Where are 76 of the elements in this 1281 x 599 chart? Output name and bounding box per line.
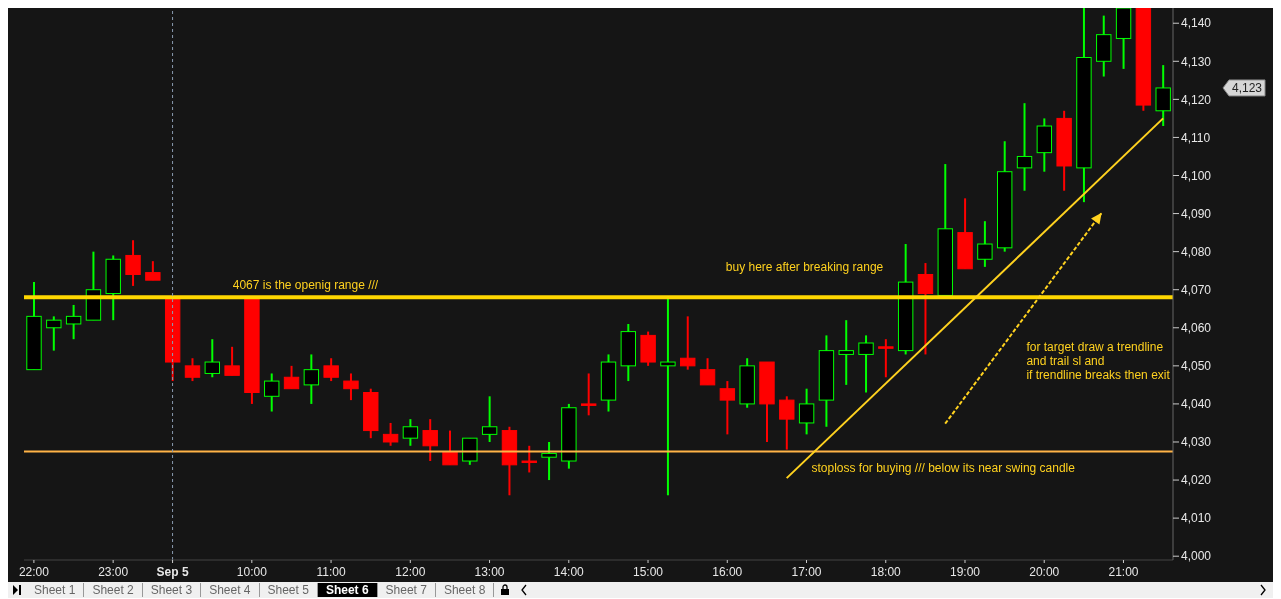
candlestick	[184, 357, 201, 383]
y-tick-label: 4,050	[1181, 359, 1212, 374]
candlestick	[343, 372, 359, 402]
candlestick	[402, 418, 419, 447]
x-tick-label: 18:00	[870, 565, 902, 579]
candlestick	[224, 345, 240, 377]
candlestick	[204, 338, 220, 379]
candlestick	[462, 437, 478, 466]
text: Sheet 3	[142, 583, 202, 597]
x-tick-label: 17:00	[791, 565, 822, 579]
candlestick	[699, 357, 716, 386]
text: Sheet 2	[84, 583, 143, 597]
y-tick-label: 4,000	[1181, 549, 1212, 564]
candlestick	[46, 315, 62, 352]
x-tick-label: 10:00	[236, 565, 268, 579]
candlestick	[858, 334, 874, 394]
x-tick-label: 19:00	[949, 565, 981, 579]
candlestick	[660, 296, 676, 497]
y-tick-label: 4,130	[1181, 54, 1212, 69]
candlestick	[917, 262, 934, 356]
x-tick-label: 12:00	[395, 565, 426, 579]
x-tick-label: 20:00	[1029, 565, 1060, 579]
x-tick-label: 15:00	[633, 565, 664, 579]
x-tick-label: 11:00	[316, 565, 346, 579]
y-tick-label: 4,060	[1181, 321, 1212, 336]
y-tick-label: 4,140	[1181, 16, 1212, 31]
candlestick	[838, 319, 854, 386]
candlestick	[680, 315, 696, 371]
y-tick-label: 4,090	[1181, 206, 1212, 221]
y-tick-label: 4,040	[1181, 397, 1212, 412]
candlestick	[977, 220, 993, 268]
candlestick	[481, 395, 498, 443]
candlestick	[422, 418, 438, 463]
text: Sheet 1	[26, 583, 85, 597]
candlestick	[719, 380, 736, 436]
text: Sheet 4	[201, 583, 260, 597]
candlestick	[580, 372, 597, 417]
candlestick	[125, 239, 141, 287]
candlestick	[798, 387, 815, 436]
candlestick	[1155, 64, 1171, 128]
candlestick	[382, 421, 399, 447]
x-tick-label: 13:00	[474, 565, 505, 579]
ref-line-label: stoploss for buying /// below its near swing candle	[811, 460, 1076, 475]
text: Sheet 7	[377, 583, 436, 597]
annotation: buy here after breaking range	[725, 259, 884, 274]
text: 4,123	[1231, 80, 1263, 95]
candlestick	[541, 440, 557, 482]
candlestick	[283, 364, 300, 390]
x-tick-label: Sep 5	[156, 565, 189, 579]
text: Sheet 5	[259, 583, 318, 597]
ref-line-label: 4067 is the openig range ///	[232, 278, 379, 293]
x-tick-label: 23:00	[98, 565, 129, 579]
candlestick	[779, 395, 795, 451]
annotation: for target draw a trendline and trail sl and if trendline breaks then exit	[1026, 339, 1171, 382]
y-tick-label: 4,110	[1181, 130, 1211, 145]
y-tick-label: 4,100	[1181, 168, 1212, 183]
y-tick-label: 4,120	[1181, 92, 1212, 107]
x-tick-label: 22:00	[18, 565, 50, 579]
candlestick	[323, 357, 339, 383]
y-tick-label: 4,010	[1181, 511, 1212, 526]
candlestick	[303, 353, 320, 405]
x-tick-label: 21:00	[1108, 565, 1139, 579]
y-tick-label: 4,030	[1181, 435, 1212, 450]
text: Sheet 8	[435, 583, 495, 597]
candlestick	[521, 444, 537, 474]
candlestick	[145, 260, 161, 282]
candlestick	[878, 338, 894, 379]
x-tick-label: 14:00	[553, 565, 585, 579]
y-tick-label: 4,080	[1181, 244, 1212, 259]
y-tick-label: 4,070	[1181, 282, 1212, 297]
y-tick-label: 4,020	[1181, 473, 1212, 488]
candlestick	[65, 303, 82, 341]
text: Sheet 6	[317, 583, 378, 597]
candlestick	[264, 372, 280, 413]
candlestick	[1016, 102, 1033, 192]
x-tick-label: 16:00	[712, 565, 743, 579]
